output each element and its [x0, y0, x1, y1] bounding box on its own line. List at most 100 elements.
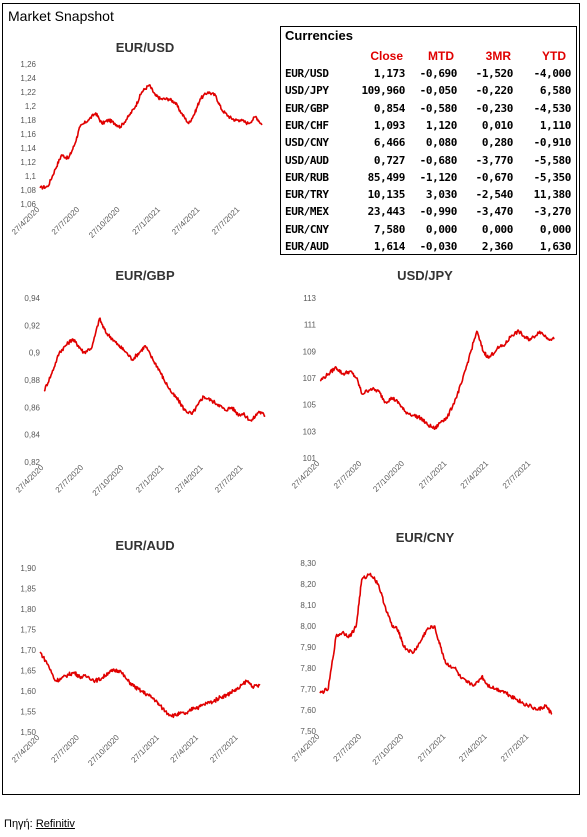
- y-tick-label: 1,65: [20, 667, 36, 676]
- y-tick-label: 0,9: [29, 349, 41, 358]
- x-tick-label: 27/7/2020: [49, 733, 81, 765]
- table-cell-m3r: 2,360: [481, 240, 514, 253]
- y-tick-label: 1,14: [20, 144, 36, 153]
- x-tick-label: 27/4/2020: [10, 205, 42, 237]
- table-row-pair: EUR/GBP: [285, 101, 329, 115]
- table-cell-mtd: -0,030: [419, 240, 458, 253]
- y-tick-label: 7,90: [300, 643, 316, 652]
- x-tick-label: 27/4/2021: [170, 205, 202, 237]
- y-tick-label: 113: [303, 294, 316, 303]
- table-cell-mtd: -1,120: [419, 170, 458, 184]
- table-cell-ytd: 6,580: [539, 84, 572, 98]
- table-cell-mtd: -0,680: [419, 153, 458, 167]
- y-tick-label: 1,90: [20, 564, 36, 573]
- y-tick-label: 7,70: [300, 685, 316, 694]
- x-tick-label: 27/4/2021: [457, 732, 489, 764]
- y-tick-label: 1,50: [20, 728, 36, 737]
- x-tick-label: 27/4/2020: [290, 732, 322, 764]
- table-cell-ytd: -5,350: [533, 170, 572, 184]
- chart-euraud: 1,50 1,55 1,60 1,65 1,70 1,75 1,80 1,85 1,90 27/4…: [10, 564, 261, 768]
- table-cell-ytd: 1,110: [539, 118, 572, 132]
- y-tick-label: 8,10: [300, 601, 316, 610]
- y-tick-label: 1,16: [20, 130, 36, 139]
- series-line: [39, 651, 261, 719]
- x-tick-label: 27/10/2020: [91, 463, 126, 498]
- table-cell-mtd: 0,080: [425, 136, 458, 150]
- header-mtd: MTD: [428, 49, 454, 63]
- y-tick-label: 111: [304, 321, 317, 330]
- y-tick-label: 1,80: [20, 605, 36, 614]
- y-tick-label: 0,92: [24, 321, 40, 330]
- x-tick-label: 27/7/2020: [332, 459, 364, 491]
- table-cell-close: 0,854: [373, 101, 406, 115]
- y-tick-label: 8,00: [300, 622, 316, 631]
- table-cell-close: 23,443: [367, 205, 406, 219]
- x-tick-label: 27/7/2021: [208, 733, 240, 765]
- y-tick-label: 105: [303, 401, 317, 410]
- series-line: [319, 572, 553, 715]
- table-row-pair: EUR/CHF: [285, 118, 329, 132]
- x-tick-label: 27/4/2021: [169, 733, 201, 765]
- y-tick-label: 1,85: [20, 585, 36, 594]
- y-tick-label: 0,86: [24, 403, 40, 412]
- y-tick-label: 109: [303, 347, 317, 356]
- table-cell-m3r: 0,010: [481, 118, 514, 132]
- x-tick-label: 27/4/2020: [14, 463, 46, 495]
- table-cell-m3r: -0,230: [475, 101, 514, 115]
- table-cell-close: 6,466: [373, 136, 406, 150]
- series-line: [43, 317, 266, 422]
- table-cell-mtd: -0,690: [419, 67, 458, 80]
- table-row-pair: USD/AUD: [285, 153, 329, 167]
- x-tick-label: 27/7/2021: [210, 205, 242, 237]
- x-tick-label: 27/4/2021: [173, 463, 205, 495]
- y-tick-label: 7,60: [300, 706, 316, 715]
- table-row-pair: EUR/AUD: [285, 240, 329, 253]
- y-tick-label: 8,30: [300, 559, 316, 568]
- table-cell-ytd: -5,580: [533, 153, 572, 167]
- chart-title-eurusd: EUR/USD: [115, 40, 175, 55]
- y-tick-label: 103: [303, 427, 317, 436]
- table-cell-close: 0,727: [373, 153, 406, 167]
- chart-title-eurcny: EUR/CNY: [395, 530, 455, 545]
- y-tick-label: 1,24: [20, 74, 36, 83]
- x-tick-label: 27/10/2020: [371, 459, 406, 494]
- table-cell-m3r: -3,470: [475, 205, 514, 219]
- y-tick-label: 1,70: [20, 646, 36, 655]
- x-tick-label: 27/10/2020: [371, 732, 406, 767]
- header-close: Close: [370, 49, 403, 63]
- currencies-table: Currencies Close MTD 3MR YTD EUR/USD 1,17…: [280, 26, 577, 255]
- series-line: [319, 329, 555, 430]
- table-cell-close: 1,173: [373, 67, 406, 80]
- table-cell-close: 10,135: [367, 188, 406, 202]
- y-tick-label: 1,1: [25, 172, 37, 181]
- table-cell-mtd: 1,120: [425, 118, 458, 132]
- x-tick-label: 27/7/2020: [332, 732, 364, 764]
- source-link[interactable]: Refinitiv: [35, 818, 75, 830]
- x-tick-label: 27/7/2020: [54, 463, 86, 495]
- header-ytd: YTD: [542, 49, 566, 63]
- x-tick-label: 27/1/2021: [134, 463, 166, 495]
- source-note: Πηγή: Refinitiv: [4, 818, 75, 830]
- x-tick-label: 27/4/2021: [459, 459, 491, 491]
- table-cell-ytd: 11,380: [533, 188, 572, 202]
- y-tick-label: 0,84: [24, 431, 40, 440]
- table-cell-ytd: -4,530: [533, 101, 572, 115]
- y-tick-label: 1,26: [20, 60, 36, 69]
- table-cell-mtd: -0,990: [419, 205, 458, 219]
- y-tick-label: 0,94: [24, 294, 40, 303]
- table-title: Currencies: [285, 28, 353, 43]
- x-tick-label: 27/7/2021: [499, 732, 531, 764]
- table-cell-m3r: -2,540: [475, 188, 514, 202]
- table-cell-m3r: -0,670: [475, 170, 514, 184]
- y-tick-label: 1,12: [20, 158, 36, 167]
- chart-eurusd: 1,06 1,08 1,1 1,12 1,14 1,16 1,18 1,2 1,22 1,24 1,…: [10, 60, 263, 240]
- table-cell-m3r: 0,000: [481, 222, 514, 236]
- y-tick-label: 107: [303, 374, 317, 383]
- table-cell-ytd: -0,910: [533, 136, 572, 150]
- table-row-pair: USD/CNY: [285, 136, 329, 150]
- y-tick-label: 1,55: [20, 708, 36, 717]
- table-cell-m3r: 0,280: [481, 136, 514, 150]
- y-tick-label: 1,18: [20, 116, 36, 125]
- y-tick-label: 7,80: [300, 664, 316, 673]
